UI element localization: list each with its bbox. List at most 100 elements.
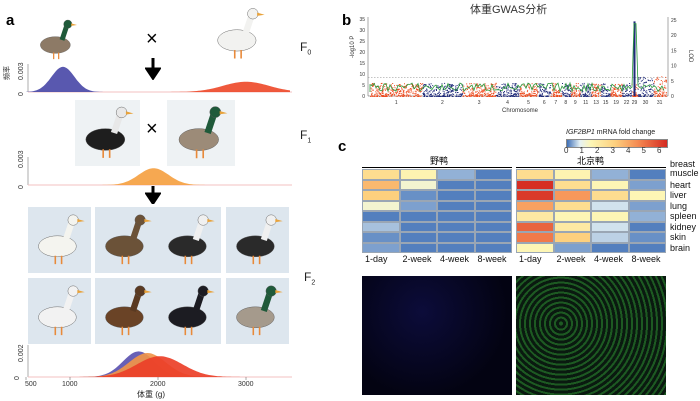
y-tick-left: 25 <box>359 39 365 45</box>
panel-a-label: a <box>6 12 15 29</box>
heatmap-cell-peking <box>628 211 666 222</box>
duck-icon <box>38 285 85 336</box>
heatmap-cell-peking <box>553 211 591 222</box>
colorbar-tick: 1 <box>579 146 584 155</box>
y-tick-left: 5 <box>362 83 365 89</box>
generation-f2: F2 <box>304 270 316 287</box>
chromosome-6-points <box>538 83 552 97</box>
heatmap-cell-wild <box>362 179 400 190</box>
microscopy-wild <box>362 276 512 395</box>
duck-photo-f2 <box>226 278 289 344</box>
duck-icon <box>236 285 283 336</box>
heatmap-cell-peking <box>516 200 554 211</box>
heatmap-cell-peking <box>591 169 629 180</box>
heatmap-cell-wild <box>399 232 437 243</box>
heatmap-cell-wild <box>437 169 475 180</box>
heatmap-cell-peking <box>553 200 591 211</box>
row-label: skin <box>670 232 687 242</box>
duck-icon <box>168 214 215 265</box>
column-label: 1-day <box>365 254 388 264</box>
y-tick-left: 20 <box>359 50 365 56</box>
heatmap-cell-wild <box>474 200 512 211</box>
duck-icon <box>40 19 77 60</box>
heatmap-cell-peking <box>516 169 554 180</box>
colorbar-title: IGF2BP1 mRNA fold change <box>566 129 656 136</box>
duck-photo-f1 <box>75 100 140 166</box>
column-label: 1-day <box>519 254 542 264</box>
colorbar-tick: 3 <box>610 146 615 155</box>
chromosome-label: 1 <box>395 100 398 106</box>
xlabel-weight: 体重 (g) <box>137 390 165 399</box>
heatmap-cell-wild <box>399 179 437 190</box>
xtick: 3000 <box>238 381 254 388</box>
heatmap-cell-wild <box>437 179 475 190</box>
ytick: 0.003 <box>18 62 25 80</box>
duck-icon <box>38 214 85 265</box>
chromosome-7-points <box>550 82 562 97</box>
heatmap-cell-peking <box>591 242 629 253</box>
down-arrow-icon <box>145 58 161 80</box>
heatmap-cell-wild <box>437 211 475 222</box>
heatmap-cell-wild <box>362 200 400 211</box>
colorbar-tick: 2 <box>595 146 600 155</box>
duck-photo-f2 <box>158 278 221 344</box>
heatmap-cell-peking <box>628 169 666 180</box>
heatmap-cell-peking <box>628 232 666 243</box>
column-label: 4-week <box>594 254 624 264</box>
row-label: breast muscle <box>670 159 699 178</box>
colorbar-tick: 6 <box>657 146 662 155</box>
chromosome-4-points <box>496 83 520 97</box>
density-peking <box>26 81 290 92</box>
ytick: 0 <box>14 376 21 380</box>
chromosome-label: 9 <box>574 100 577 106</box>
heatmap-cell-wild <box>399 211 437 222</box>
heatmap-cell-peking <box>516 211 554 222</box>
chromosome-5-points <box>519 83 539 97</box>
heatmap-cell-wild <box>474 242 512 253</box>
heatmap-cell-peking <box>628 190 666 201</box>
density-f2-c <box>26 356 290 377</box>
ylabel-frequency: 频率 <box>4 66 11 80</box>
peak-snps <box>633 21 636 97</box>
heatmap-cell-peking <box>553 169 591 180</box>
heatmap-cell-peking <box>516 242 554 253</box>
chromosome-label: 7 <box>554 100 557 106</box>
cross-symbol: × <box>146 118 158 140</box>
heatmap-cell-wild <box>474 179 512 190</box>
chromosome-2-points <box>422 82 464 97</box>
heatmap-cell-peking <box>591 221 629 232</box>
heatmap-cell-peking <box>591 200 629 211</box>
heatmap-cell-peking <box>628 242 666 253</box>
heatmap-cell-peking <box>553 232 591 243</box>
heatmap-cell-peking <box>553 190 591 201</box>
heatmap-cell-peking <box>628 221 666 232</box>
ytick: 0 <box>18 92 25 96</box>
duck-icon <box>105 214 152 265</box>
chromosome-label: 13 <box>593 100 599 106</box>
heatmap-cell-wild <box>437 200 475 211</box>
heatmap-cell-peking <box>553 221 591 232</box>
ylabel-left: -log10 P <box>350 35 356 58</box>
heatmap-cell-wild <box>362 211 400 222</box>
y-tick-right: 15 <box>671 48 677 54</box>
column-label: 4-week <box>440 254 470 264</box>
panel-b-label: b <box>342 12 352 29</box>
y-tick-left: 35 <box>359 17 365 23</box>
column-label: 2-week <box>556 254 586 264</box>
heatmap-cell-peking <box>516 179 554 190</box>
heatmap-cell-wild <box>399 242 437 253</box>
manhattan-plot: 0 5 10 15 20 25 30 35 0 5 10 15 20 25 1 2 3 4 5 6 7 8 9 11 13 15 1… <box>359 17 677 106</box>
heatmap-cell-peking <box>516 232 554 243</box>
microscopy-peking <box>516 276 666 395</box>
xtick: 1000 <box>62 381 78 388</box>
chromosome-label: 6 <box>543 100 546 106</box>
heatmap-cell-wild <box>399 221 437 232</box>
chromosome-19-points <box>610 83 623 97</box>
y-tick-left: 15 <box>359 61 365 67</box>
column-label: 2-week <box>402 254 432 264</box>
chromosome-label: 19 <box>613 100 619 106</box>
xtick: 500 <box>25 381 37 388</box>
density-wild <box>26 66 290 92</box>
colorbar-tick: 4 <box>626 146 631 155</box>
y-tick-right: 0 <box>671 94 674 100</box>
